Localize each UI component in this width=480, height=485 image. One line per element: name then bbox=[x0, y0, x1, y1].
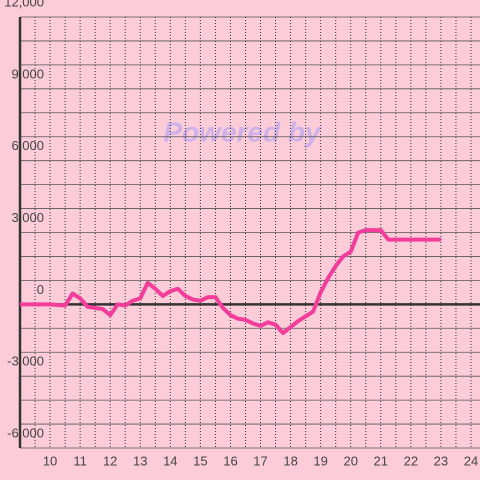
x-tick-label: 22 bbox=[404, 453, 418, 468]
y-tick-label: 6,000 bbox=[11, 138, 44, 153]
x-tick-label: 20 bbox=[343, 453, 357, 468]
x-tick-label: 23 bbox=[434, 453, 448, 468]
y-tick-label: 9,000 bbox=[11, 66, 44, 81]
x-tick-label: 19 bbox=[313, 453, 327, 468]
x-tick-label: 18 bbox=[283, 453, 297, 468]
y-tick-label: -6,000 bbox=[7, 425, 44, 440]
y-tick-label: 12,000 bbox=[4, 0, 44, 9]
data-line bbox=[20, 228, 441, 336]
x-tick-label: 12 bbox=[103, 453, 117, 468]
watermark: Powered by bbox=[163, 116, 322, 147]
x-tick-label: 15 bbox=[193, 453, 207, 468]
x-tick-label: 11 bbox=[73, 453, 87, 468]
y-tick-label: 0 bbox=[37, 282, 44, 297]
x-tick-label: 17 bbox=[253, 453, 267, 468]
x-tick-label: 16 bbox=[223, 453, 237, 468]
x-tick-label: 13 bbox=[133, 453, 147, 468]
x-tick-label: 24 bbox=[464, 453, 478, 468]
x-tick-label: 14 bbox=[163, 453, 177, 468]
x-tick-label: 10 bbox=[43, 453, 57, 468]
y-tick-label: 3,000 bbox=[11, 210, 44, 225]
x-tick-label: 21 bbox=[374, 453, 388, 468]
y-tick-label: -3,000 bbox=[7, 354, 44, 369]
